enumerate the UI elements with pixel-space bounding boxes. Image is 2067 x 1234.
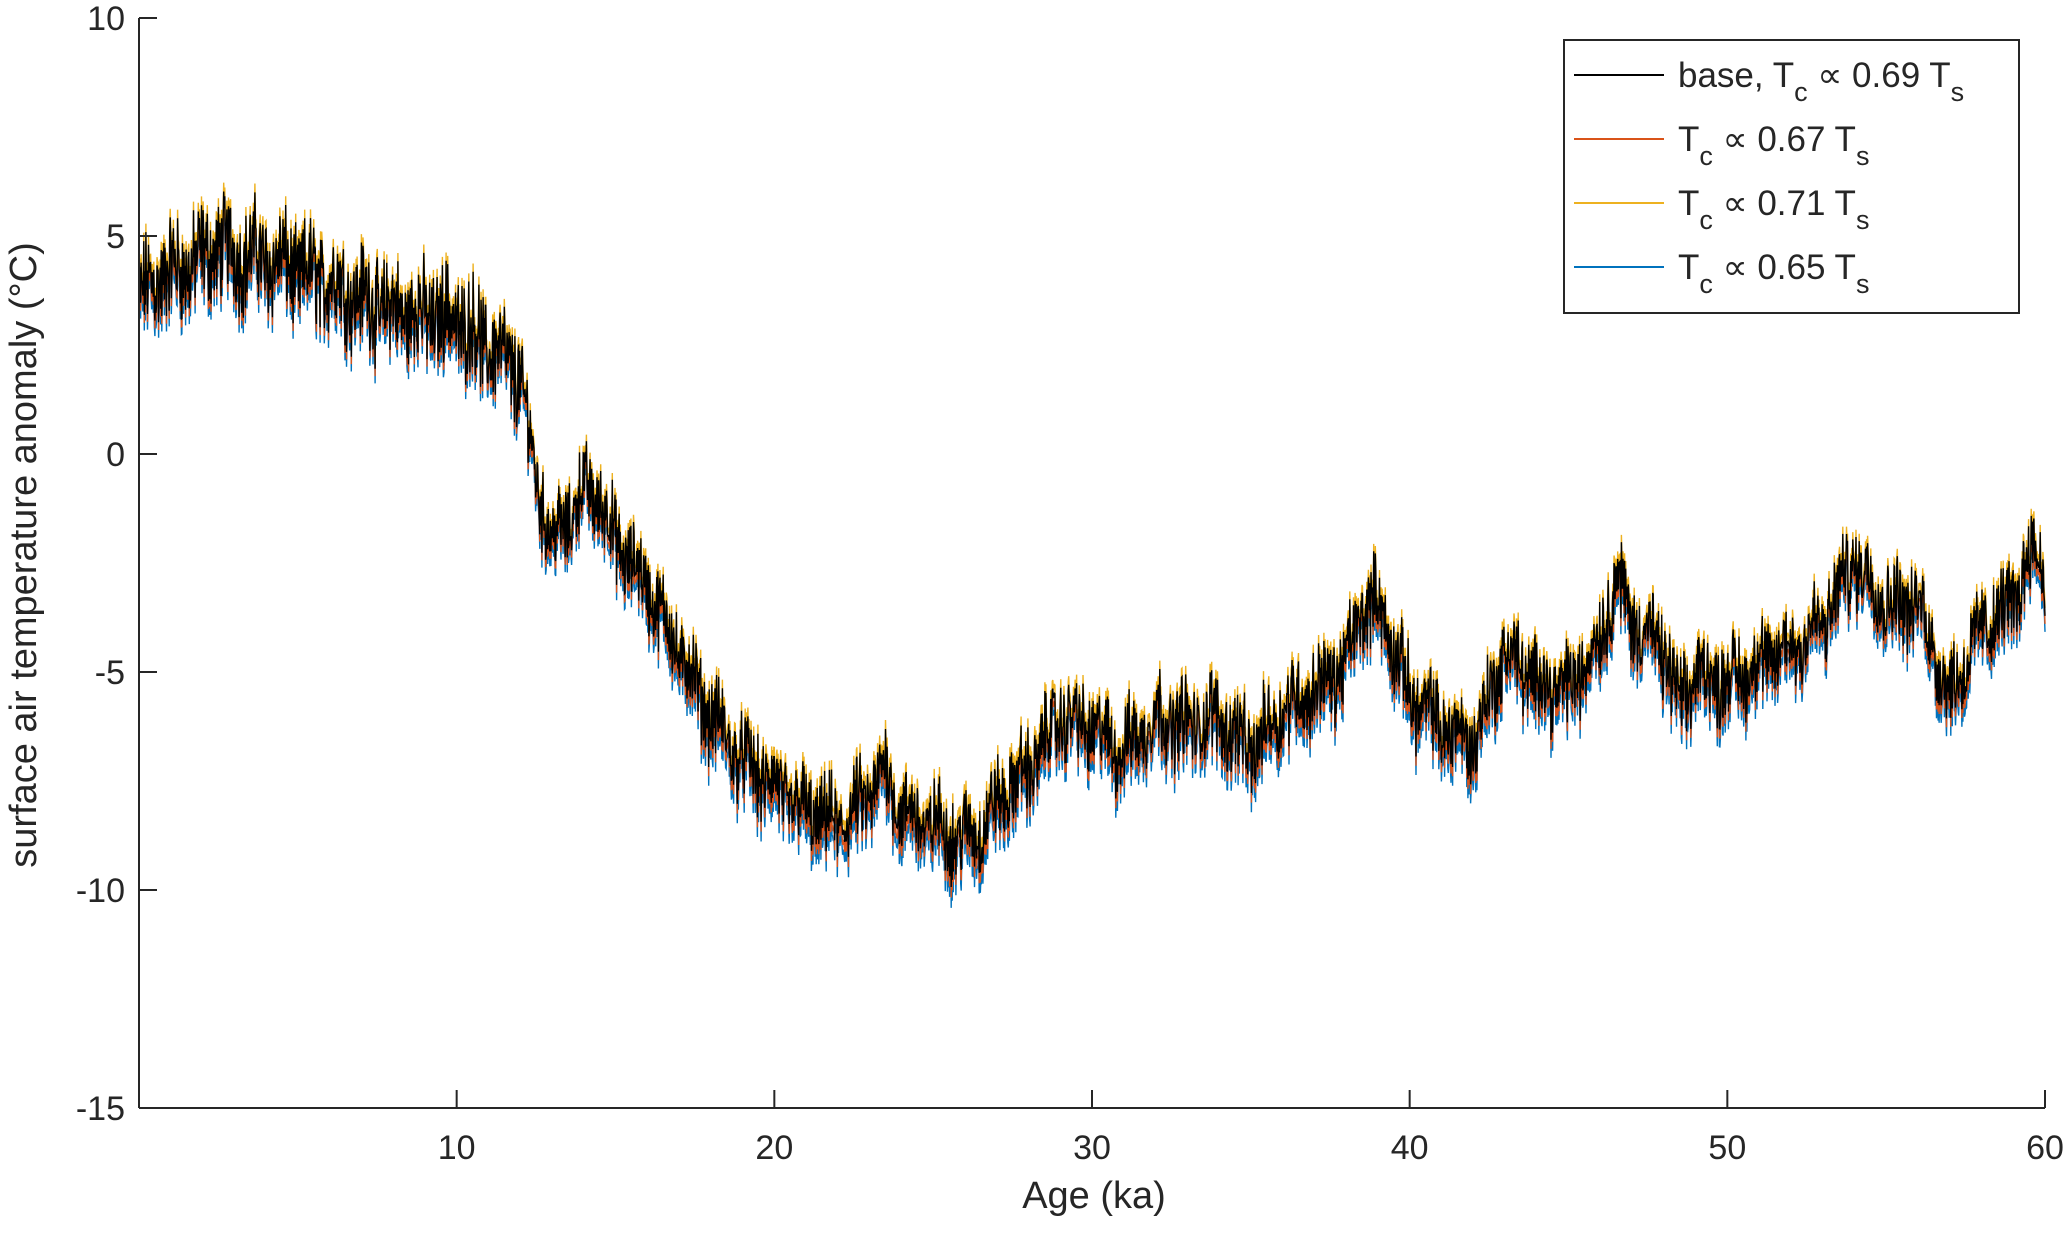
y-tick-label: -5 bbox=[95, 654, 125, 692]
y-tick-label: -15 bbox=[76, 1090, 125, 1128]
x-tick-label: 40 bbox=[1391, 1129, 1429, 1167]
legend-label-part: c bbox=[1699, 205, 1713, 235]
y-tick-label: 5 bbox=[106, 218, 125, 256]
legend-label-3: Tc ∝ 0.65 Ts bbox=[1678, 248, 1869, 299]
series-line-0 bbox=[138, 191, 2046, 888]
legend-label-2: Tc ∝ 0.71 Ts bbox=[1678, 184, 1869, 235]
x-tick-label: 20 bbox=[755, 1129, 793, 1167]
y-tick-label: 10 bbox=[87, 0, 125, 38]
legend-label-part: T bbox=[1678, 248, 1699, 287]
legend-label-part: c bbox=[1794, 77, 1808, 107]
legend-label-part: s bbox=[1856, 205, 1870, 235]
legend-label-part: T bbox=[1678, 120, 1699, 159]
x-tick-label: 10 bbox=[438, 1129, 476, 1167]
legend-label-part: T bbox=[1678, 184, 1699, 223]
legend-label-part: ∝ 0.69 T bbox=[1808, 56, 1951, 95]
x-tick-label: 60 bbox=[2026, 1129, 2064, 1167]
legend-label-part: s bbox=[1951, 77, 1965, 107]
y-tick-label: -10 bbox=[76, 872, 125, 910]
legend-label-part: ∝ 0.65 T bbox=[1713, 248, 1856, 287]
y-tick-label: 0 bbox=[106, 436, 125, 474]
legend-label-part: s bbox=[1856, 141, 1870, 171]
series-layer bbox=[138, 182, 2046, 908]
legend-label-0: base, Tc ∝ 0.69 Ts bbox=[1678, 56, 1964, 107]
legend-label-part: s bbox=[1856, 269, 1870, 299]
legend-label-1: Tc ∝ 0.67 Ts bbox=[1678, 120, 1869, 171]
x-axis-title: Age (ka) bbox=[1022, 1175, 1166, 1217]
y-axis-title: surface air temperature anomaly (°C) bbox=[3, 242, 45, 868]
legend-label-part: c bbox=[1699, 269, 1713, 299]
x-tick-label: 30 bbox=[1073, 1129, 1111, 1167]
legend-label-part: ∝ 0.71 T bbox=[1713, 184, 1856, 223]
legend-label-part: ∝ 0.67 T bbox=[1713, 120, 1856, 159]
x-tick-label: 50 bbox=[1708, 1129, 1746, 1167]
legend-label-part: base, T bbox=[1678, 56, 1794, 95]
legend-label-part: c bbox=[1699, 141, 1713, 171]
